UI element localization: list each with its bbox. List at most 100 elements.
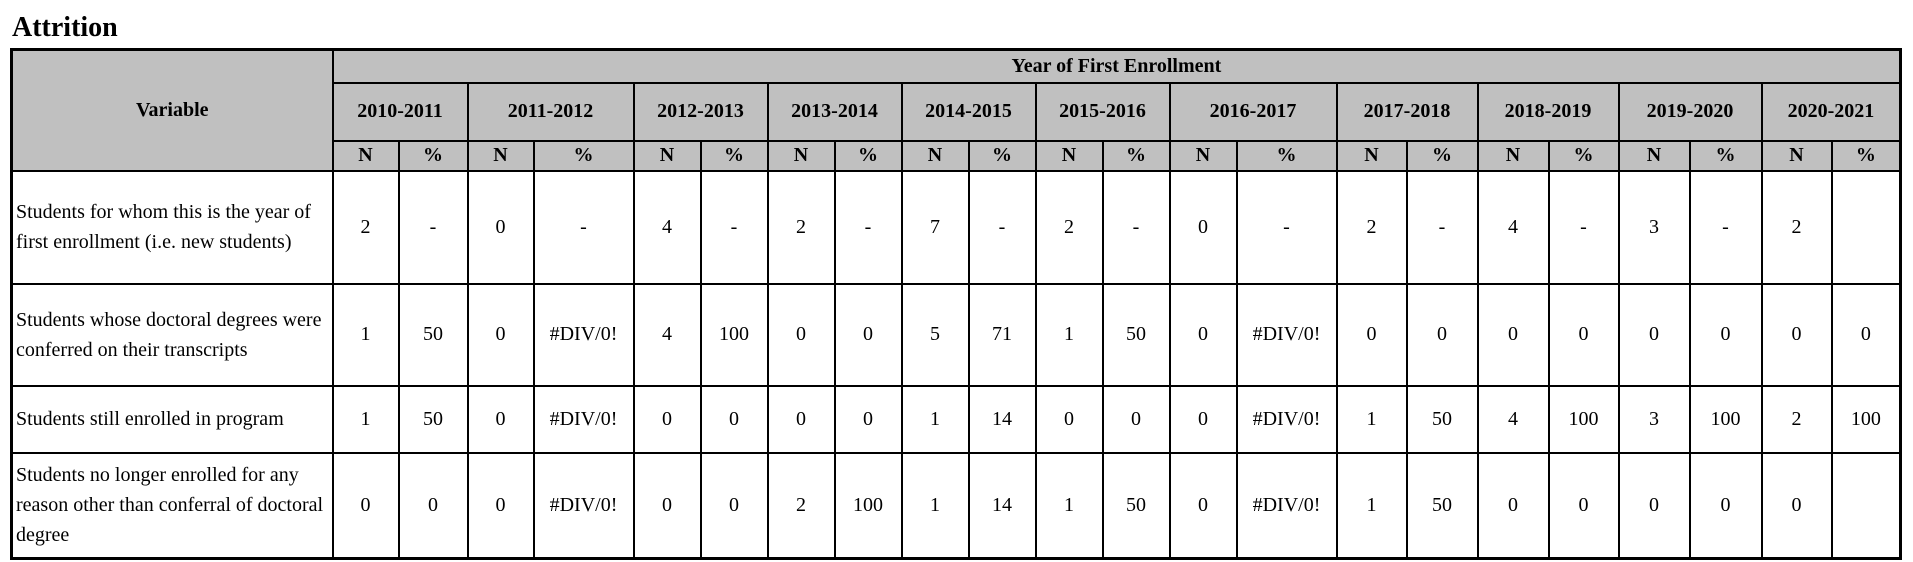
cell (1830, 451, 1902, 560)
cell: 0 (632, 451, 702, 560)
subheader: % (532, 139, 635, 172)
subheader: N (331, 139, 400, 172)
subheader: % (1830, 139, 1902, 172)
subheader: % (397, 139, 469, 172)
cell: 0 (331, 451, 400, 560)
row-label: Students for whom this is the year of fi… (10, 169, 334, 285)
subheader: % (833, 139, 903, 172)
cell: 0 (1688, 451, 1763, 560)
subheader-row: N% N% N% N% N% N% N% N% N% N% N% (12, 139, 1902, 172)
subheader: N (1034, 139, 1104, 172)
cell: 7 (900, 169, 970, 285)
cell: 5 (900, 282, 970, 387)
cell: 71 (967, 282, 1037, 387)
attrition-table: Variable Year of First Enrollment 2010-2… (10, 48, 1903, 560)
data-row: Students for whom this is the year of fi… (10, 169, 1902, 285)
subheader: N (1760, 139, 1833, 172)
year-header: 2011-2012 (466, 81, 635, 142)
cell: 100 (1547, 384, 1620, 454)
cell: 0 (1760, 282, 1833, 387)
cell: 0 (1168, 169, 1238, 285)
cell: 0 (632, 384, 702, 454)
cell: 0 (833, 282, 903, 387)
row-label: Students still enrolled in program (10, 384, 334, 454)
cell: 2 (1034, 169, 1104, 285)
cell: 4 (632, 169, 702, 285)
cell: 2 (1760, 169, 1833, 285)
row-label: Students no longer enrolled for any reas… (10, 451, 334, 560)
cell: 0 (766, 384, 836, 454)
cell: 3 (1617, 169, 1691, 285)
cell: 0 (1476, 451, 1550, 560)
cell: 1 (1034, 451, 1104, 560)
cell: 0 (1335, 282, 1408, 387)
cell: 50 (1405, 451, 1479, 560)
year-header: 2016-2017 (1168, 81, 1338, 142)
cell: 0 (1168, 282, 1238, 387)
subheader: N (766, 139, 836, 172)
subheader: N (1617, 139, 1691, 172)
subheader: % (699, 139, 769, 172)
year-header: 2013-2014 (766, 81, 903, 142)
subheader: N (1335, 139, 1408, 172)
subheader: N (466, 139, 535, 172)
cell: 0 (1760, 451, 1833, 560)
year-header: 2019-2020 (1617, 81, 1763, 142)
cell: 0 (1547, 451, 1620, 560)
group-header: Year of First Enrollment (331, 48, 1902, 84)
cell: #DIV/0! (532, 282, 635, 387)
cell: 1 (331, 384, 400, 454)
cell: 0 (466, 384, 535, 454)
cell: 0 (833, 384, 903, 454)
cell: 1 (1335, 384, 1408, 454)
variable-header: Variable (10, 48, 334, 172)
title: Attrition (12, 12, 118, 43)
cell: #DIV/0! (532, 451, 635, 560)
cell: 50 (397, 384, 469, 454)
header-row: Variable Year of First Enrollment (10, 48, 1902, 172)
cell: 0 (1688, 282, 1763, 387)
subheader: N (1476, 139, 1550, 172)
cell: 3 (1617, 384, 1691, 454)
cell: #DIV/0! (532, 384, 635, 454)
year-row: 2010-2011 2011-2012 2012-2013 2013-2014 2014… (12, 81, 1902, 142)
cell: 2 (331, 169, 400, 285)
year-header: 2015-2016 (1034, 81, 1171, 142)
cell: #DIV/0! (1235, 384, 1338, 454)
cell: 1 (331, 282, 400, 387)
cell (1830, 169, 1902, 285)
cell: 0 (1617, 282, 1691, 387)
cell: 0 (1547, 282, 1620, 387)
cell: - (1688, 169, 1763, 285)
subheader: % (1405, 139, 1479, 172)
cell: 0 (1168, 384, 1238, 454)
cell: - (833, 169, 903, 285)
cell: #DIV/0! (1235, 282, 1338, 387)
subheader: % (1688, 139, 1763, 172)
data-row: Students no longer enrolled for any reas… (10, 451, 1902, 560)
cell: 1 (900, 384, 970, 454)
cell: 50 (1405, 384, 1479, 454)
cell: - (532, 169, 635, 285)
year-header: 2017-2018 (1335, 81, 1479, 142)
cell: 0 (766, 282, 836, 387)
cell: 2 (1335, 169, 1408, 285)
subheader: % (967, 139, 1037, 172)
cell: 0 (1168, 451, 1238, 560)
cell: 0 (699, 384, 769, 454)
cell: 0 (1476, 282, 1550, 387)
data-row: Students whose doctoral degrees were con… (10, 282, 1902, 387)
cell: 0 (466, 169, 535, 285)
cell: 2 (766, 451, 836, 560)
cell: 2 (1760, 384, 1833, 454)
cell: - (1235, 169, 1338, 285)
cell: - (699, 169, 769, 285)
cell: 4 (632, 282, 702, 387)
cell: 1 (1034, 282, 1104, 387)
cell: - (397, 169, 469, 285)
cell: 100 (833, 451, 903, 560)
year-header: 2020-2021 (1760, 81, 1902, 142)
cell: 50 (1101, 282, 1171, 387)
cell: - (1547, 169, 1620, 285)
year-header: 2012-2013 (632, 81, 769, 142)
